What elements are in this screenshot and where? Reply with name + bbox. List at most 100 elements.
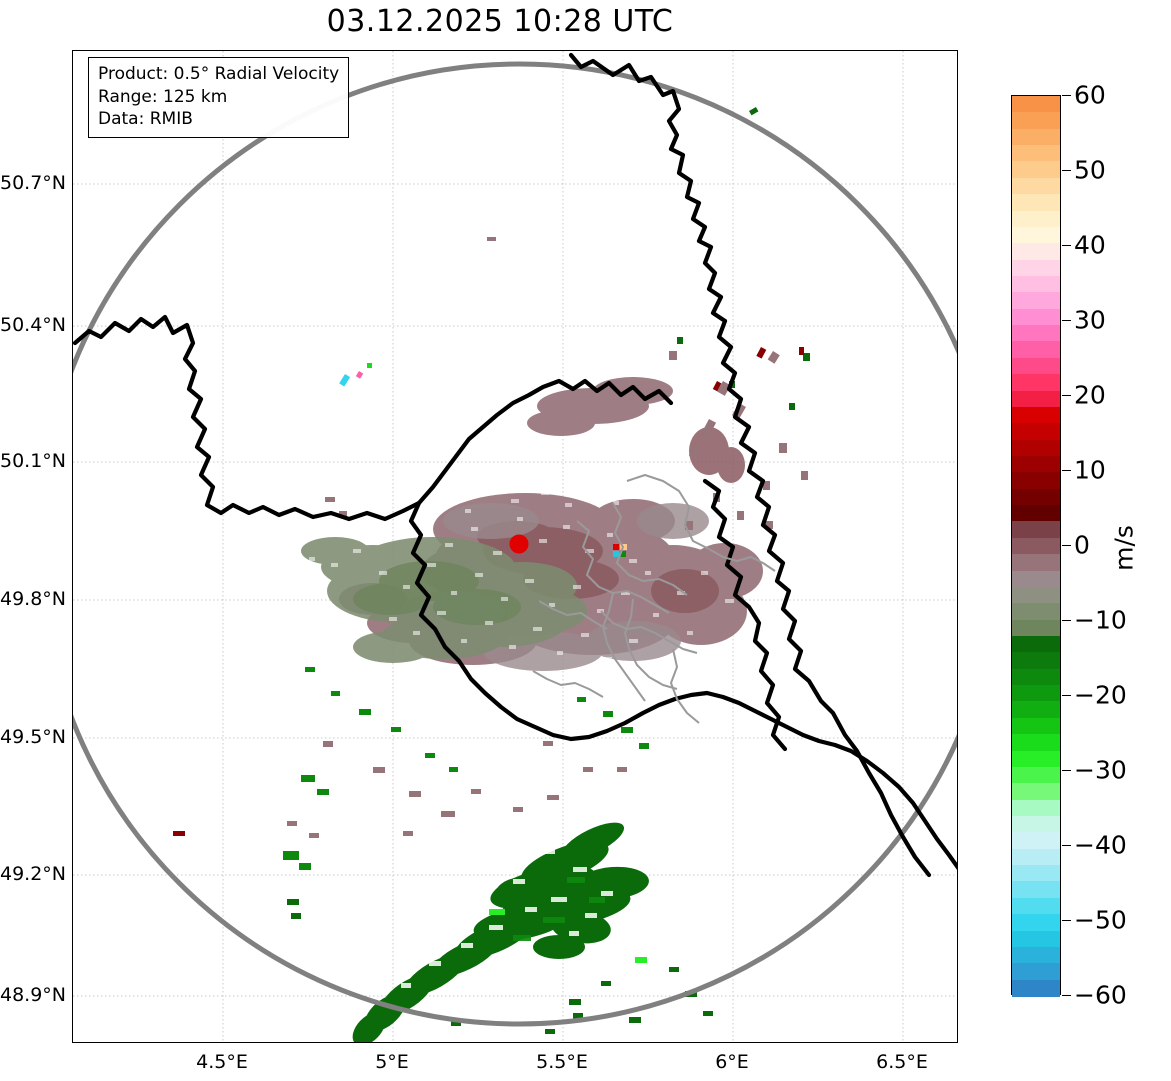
- y-tick-label: 50.4°N: [0, 314, 67, 336]
- info-product-line: Product: 0.5° Radial Velocity: [98, 64, 340, 84]
- colorbar-tick-mark: [1062, 845, 1071, 847]
- colorbar-segment: [1012, 799, 1060, 817]
- colorbar-segment: [1012, 194, 1060, 212]
- southern-velocity-band: [352, 822, 649, 1042]
- colorbar-tick-mark: [1062, 395, 1071, 397]
- info-range-line: Range: 125 km: [98, 86, 228, 107]
- colorbar-segment: [1012, 505, 1060, 523]
- colorbar-segment: [1012, 96, 1060, 113]
- colorbar-segment: [1012, 292, 1060, 310]
- colorbar-segment: [1012, 636, 1060, 653]
- colorbar-tick-mark: [1062, 95, 1071, 97]
- colorbar-segment: [1012, 619, 1060, 637]
- colorbar-segment: [1012, 161, 1060, 179]
- colorbar-segment: [1012, 783, 1060, 801]
- colorbar-segment: [1012, 226, 1060, 244]
- y-tick-label: 49.8°N: [0, 588, 67, 610]
- colorbar-segment: [1012, 717, 1060, 735]
- colorbar-segment: [1012, 570, 1060, 588]
- colorbar-tick-label: −30: [1074, 755, 1127, 785]
- colorbar-tick-label: −60: [1074, 980, 1127, 1010]
- colorbar-segment: [1012, 914, 1060, 932]
- y-tick-label: 50.7°N: [0, 172, 67, 194]
- colorbar-segment: [1012, 848, 1060, 866]
- colorbar-tick-label: −10: [1074, 605, 1127, 635]
- colorbar-tick-mark: [1062, 545, 1071, 547]
- colorbar-segment: [1012, 668, 1060, 686]
- x-tick-label: 6.5°E: [876, 1051, 928, 1073]
- national-borders: [73, 52, 957, 878]
- colorbar-segment: [1012, 259, 1060, 277]
- colorbar-segment: [1012, 979, 1060, 997]
- x-tick-label: 5°E: [375, 1051, 409, 1073]
- colorbar-segment: [1012, 145, 1060, 163]
- colorbar-tick-label: −40: [1074, 830, 1127, 860]
- colorbar-segment: [1012, 325, 1060, 343]
- colorbar-tick-label: 30: [1074, 305, 1106, 335]
- colorbar-tick-label: −50: [1074, 905, 1127, 935]
- colorbar-segment: [1012, 112, 1060, 130]
- colorbar-tick-mark: [1062, 770, 1071, 772]
- colorbar-segment: [1012, 946, 1060, 964]
- colorbar-segment: [1012, 374, 1060, 392]
- colorbar-segment: [1012, 521, 1060, 539]
- colorbar-tick-mark: [1062, 695, 1071, 697]
- colorbar-segment: [1012, 177, 1060, 195]
- colorbar-segment: [1012, 881, 1060, 899]
- colorbar-segment: [1012, 423, 1060, 441]
- colorbar-segment: [1012, 816, 1060, 833]
- colorbar-segment: [1012, 406, 1060, 424]
- colorbar-tick-label: 40: [1074, 230, 1106, 260]
- x-tick-label: 5.5°E: [536, 1051, 588, 1073]
- velocity-colorbar[interactable]: [1011, 95, 1061, 997]
- colorbar-segment: [1012, 357, 1060, 375]
- colorbar-segment: [1012, 701, 1060, 719]
- colorbar-tick-label: 0: [1074, 530, 1090, 560]
- colorbar-tick-label: −20: [1074, 680, 1127, 710]
- x-tick-label: 6°E: [715, 1051, 749, 1073]
- x-tick-label: 4.5°E: [196, 1051, 248, 1073]
- colorbar-segment: [1012, 488, 1060, 506]
- colorbar-segment: [1012, 128, 1060, 146]
- y-tick-label: 49.2°N: [0, 863, 67, 885]
- colorbar-segment: [1012, 734, 1060, 752]
- province-borders: [532, 474, 776, 724]
- colorbar-segment: [1012, 865, 1060, 883]
- colorbar-segment: [1012, 439, 1060, 457]
- radar-map-svg: [73, 51, 957, 1042]
- y-tick-label: 50.1°N: [0, 450, 67, 472]
- colorbar-tick-mark: [1062, 620, 1071, 622]
- colorbar-segment: [1012, 276, 1060, 293]
- colorbar-segment: [1012, 685, 1060, 703]
- colorbar-segment: [1012, 390, 1060, 408]
- radar-echo-speckle: [309, 481, 734, 661]
- colorbar-tick-mark: [1062, 245, 1071, 247]
- colorbar-segment: [1012, 472, 1060, 490]
- radar-plot-panel[interactable]: [72, 50, 958, 1043]
- radar-echo-layer: [173, 107, 810, 1042]
- colorbar-segment: [1012, 750, 1060, 768]
- colorbar-tick-label: 10: [1074, 455, 1106, 485]
- colorbar-segment: [1012, 210, 1060, 228]
- colorbar-tick-mark: [1062, 470, 1071, 472]
- colorbar-segment: [1012, 554, 1060, 572]
- colorbar-segment: [1012, 963, 1060, 981]
- colorbar-segment: [1012, 766, 1060, 784]
- colorbar-segment: [1012, 832, 1060, 850]
- colorbar-tick-mark: [1062, 320, 1071, 322]
- colorbar-segment: [1012, 308, 1060, 326]
- colorbar-tick-label: 60: [1074, 80, 1106, 110]
- colorbar-segment: [1012, 341, 1060, 359]
- radar-plot-canvas: [73, 51, 957, 1042]
- radar-range-ring: [73, 61, 957, 1027]
- colorbar-segment: [1012, 897, 1060, 915]
- colorbar-tick-label: 50: [1074, 155, 1106, 185]
- y-tick-label: 49.5°N: [0, 726, 67, 748]
- page-title: 03.12.2025 10:28 UTC: [326, 4, 674, 39]
- radar-site-marker: [509, 534, 529, 554]
- colorbar-segment: [1012, 603, 1060, 621]
- colorbar-segment: [1012, 930, 1060, 948]
- info-data-line: Data: RMIB: [98, 109, 193, 130]
- colorbar-tick-mark: [1062, 995, 1071, 997]
- colorbar-segment: [1012, 586, 1060, 604]
